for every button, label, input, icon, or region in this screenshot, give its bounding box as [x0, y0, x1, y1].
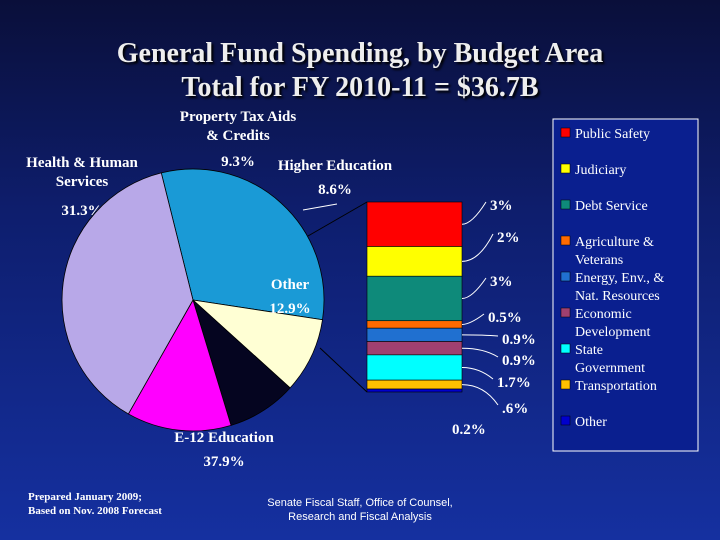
- legend-label: Debt Service: [575, 199, 648, 214]
- chart-title: General Fund Spending, by Budget Area: [116, 38, 604, 69]
- pie-slice-label: Property Tax Aids & Credits: [180, 109, 297, 144]
- legend-label: Public Safety: [575, 127, 650, 142]
- bar-leader-line: [461, 334, 499, 337]
- bar-segment-label: 3%: [490, 198, 513, 214]
- pie-slice-value: 12.9%: [269, 301, 310, 317]
- bar-leader-line: [461, 277, 487, 299]
- legend-label: Transportation: [575, 379, 657, 394]
- prepared-note: Prepared January 2009; Based on Nov. 200…: [28, 490, 162, 518]
- pie-slice-label: Other: [271, 277, 310, 293]
- bar-segment: [366, 354, 463, 381]
- bar-segment: [366, 320, 463, 329]
- bar-segment-label: 0.9%: [502, 332, 536, 348]
- legend-label: Other: [575, 415, 607, 430]
- bar-segment-label: 1.7%: [497, 375, 531, 391]
- legend-swatch: [560, 127, 571, 138]
- bar-segment-label: 0.5%: [488, 310, 522, 326]
- source-note: Senate Fiscal Staff, Office of Counsel, …: [230, 496, 490, 524]
- prepared-line-1: Prepared January 2009;: [28, 491, 142, 503]
- legend-label: Judiciary: [575, 163, 626, 178]
- pie-slice-label: Health & Human Services: [26, 155, 138, 190]
- source-line-1: Senate Fiscal Staff, Office of Counsel,: [267, 497, 453, 509]
- bar-segment-label: 2%: [497, 230, 520, 246]
- legend-swatch: [560, 271, 571, 282]
- legend-label: Economic Development: [575, 307, 651, 340]
- legend-swatch: [560, 235, 571, 246]
- legend-box: [552, 118, 699, 452]
- legend-swatch: [560, 343, 571, 354]
- bar-segment-label: 0.9%: [502, 353, 536, 369]
- pie-slice-value: 8.6%: [318, 182, 352, 198]
- pie-slice-label: E-12 Education: [174, 430, 274, 446]
- source-line-2: Research and Fiscal Analysis: [288, 511, 432, 523]
- legend-swatch: [560, 379, 571, 390]
- bar-leader-line: [461, 367, 494, 380]
- pie-slice: [127, 298, 232, 432]
- legend-swatch: [560, 199, 571, 210]
- legend-label: Energy, Env., & Nat. Resources: [575, 271, 664, 304]
- legend-label: Agriculture & Veterans: [575, 235, 654, 268]
- pie-slice-value: 31.3%: [61, 203, 102, 219]
- prepared-line-2: Based on Nov. 2008 Forecast: [28, 505, 162, 517]
- legend-swatch: [560, 163, 571, 174]
- bar-leader-line: [461, 233, 494, 262]
- pie-slice: [61, 172, 194, 415]
- bar-segment-label: 3%: [490, 274, 513, 290]
- pie-slice-label: Higher Education: [278, 158, 393, 174]
- pie-slice: [191, 299, 323, 389]
- legend-swatch: [560, 415, 571, 426]
- chart-subtitle: Total for FY 2010-11 = $36.7B: [181, 72, 539, 103]
- bar-leader-line: [461, 201, 487, 225]
- connector-line: [307, 201, 368, 237]
- bar-leader-line: [461, 384, 499, 406]
- bar-segment: [366, 246, 463, 277]
- pie-slice-value: 37.9%: [203, 454, 244, 470]
- legend-swatch: [560, 307, 571, 318]
- bar-segment: [366, 327, 463, 342]
- bar-segment-label: 0.2%: [452, 422, 486, 438]
- leader-line: [302, 203, 338, 211]
- connector-line: [319, 347, 368, 393]
- pie-slice: [160, 168, 325, 321]
- bar-segment: [366, 275, 463, 322]
- bar-segment: [366, 201, 463, 247]
- bar-segment: [366, 388, 463, 393]
- bar-segment: [366, 379, 463, 390]
- bar-segment-label: .6%: [502, 401, 528, 417]
- bar-leader-line: [461, 347, 499, 358]
- legend-label: State Government: [575, 343, 645, 376]
- pie-slice-value: 9.3%: [221, 154, 255, 170]
- bar-segment: [366, 341, 463, 356]
- bar-leader-line: [461, 313, 485, 325]
